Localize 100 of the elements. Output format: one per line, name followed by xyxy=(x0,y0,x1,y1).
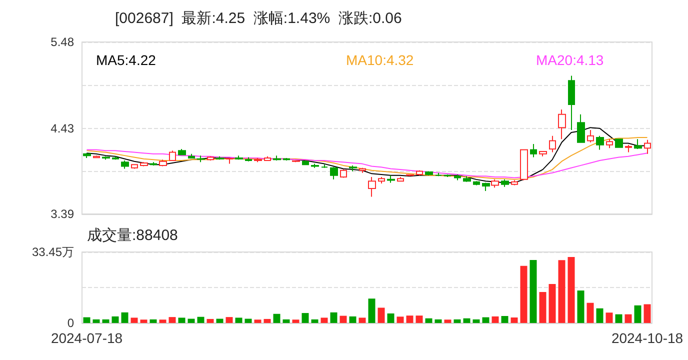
bar xyxy=(254,320,262,323)
candlestick xyxy=(625,144,632,153)
bar xyxy=(282,319,290,323)
candlestick xyxy=(340,169,347,178)
bar xyxy=(454,319,461,323)
candlestick xyxy=(102,156,110,160)
candlestick xyxy=(188,153,195,159)
candlestick xyxy=(530,144,537,158)
bar xyxy=(83,317,90,323)
candlestick xyxy=(435,172,442,177)
bar xyxy=(596,308,604,323)
bar xyxy=(140,320,148,323)
candlestick xyxy=(406,174,414,177)
y-tick-label: 5.48 xyxy=(50,35,74,49)
line-series xyxy=(86,136,648,180)
candlestick xyxy=(302,160,309,166)
bar xyxy=(121,312,128,323)
candlestick xyxy=(491,178,499,188)
bar xyxy=(539,292,546,323)
candlestick xyxy=(235,155,243,160)
bar xyxy=(577,290,584,323)
text: MA10:4.32 xyxy=(346,52,414,68)
bar xyxy=(634,305,642,323)
bar xyxy=(112,316,119,323)
bar xyxy=(340,316,347,323)
bar xyxy=(244,318,252,323)
bar xyxy=(644,304,651,323)
candlestick xyxy=(207,156,214,162)
bar xyxy=(264,318,271,323)
bar xyxy=(492,316,499,323)
candlestick xyxy=(321,164,328,168)
chart-title: [002687] 最新:4.25 涨幅:1.43% 涨跌:0.06 xyxy=(115,10,402,27)
line-series xyxy=(86,149,648,178)
bar xyxy=(235,318,242,323)
bar xyxy=(206,318,214,323)
bar xyxy=(311,319,318,323)
candlestick xyxy=(245,156,252,162)
candlestick xyxy=(501,178,509,188)
candlestick xyxy=(121,160,129,170)
bar xyxy=(520,266,528,323)
bar xyxy=(302,313,309,323)
bar xyxy=(178,318,186,323)
x-tick-label: 2024-10-18 xyxy=(611,330,684,346)
y-tick-label: 4.43 xyxy=(50,121,74,136)
bar xyxy=(387,313,394,323)
y-tick-label: 3.39 xyxy=(50,207,74,221)
bar xyxy=(216,318,224,323)
bar xyxy=(482,317,490,323)
bar xyxy=(349,316,356,323)
candlestick xyxy=(463,176,471,182)
candlestick xyxy=(482,182,490,192)
bar xyxy=(425,318,432,323)
bar xyxy=(624,314,632,323)
bar xyxy=(472,319,480,323)
candlestick xyxy=(397,176,404,182)
candlestick xyxy=(558,108,566,140)
candlestick xyxy=(587,130,594,143)
candlestick xyxy=(178,148,186,156)
candlestick xyxy=(368,176,376,198)
candlestick xyxy=(93,155,100,159)
bar xyxy=(530,260,537,323)
candlestick xyxy=(359,167,366,174)
candlestick xyxy=(311,163,319,168)
candlestick xyxy=(425,170,433,176)
bar xyxy=(320,318,328,323)
candlestick xyxy=(454,174,461,181)
candlestick xyxy=(596,135,604,150)
candlestick xyxy=(83,152,91,159)
candlestick xyxy=(131,164,138,170)
bar xyxy=(606,312,613,323)
candlestick xyxy=(378,176,385,184)
candlestick xyxy=(197,155,205,163)
bar xyxy=(358,318,366,323)
candlestick xyxy=(549,135,556,153)
y-tick-label: 0 xyxy=(67,316,74,330)
text: MA5:4.22 xyxy=(96,52,156,68)
candlestick xyxy=(577,114,585,143)
candlestick xyxy=(606,138,613,149)
bar xyxy=(510,317,518,323)
bar xyxy=(586,302,594,323)
bar xyxy=(568,256,575,323)
bar xyxy=(406,316,414,323)
candlestick xyxy=(273,155,281,162)
bar xyxy=(463,318,470,323)
x-tick-label: 2024-07-18 xyxy=(50,330,123,346)
candlestick xyxy=(112,156,119,160)
candlestick xyxy=(511,180,518,186)
text: MA20:4.13 xyxy=(536,52,604,68)
bar xyxy=(168,317,176,323)
candlestick xyxy=(283,158,290,162)
bar xyxy=(444,320,452,323)
bar xyxy=(416,316,423,323)
bar xyxy=(558,260,566,323)
candlestick xyxy=(387,174,395,184)
bar xyxy=(273,314,280,323)
candlestick xyxy=(568,75,575,131)
bar xyxy=(434,319,442,323)
chart-title: 成交量:88408 xyxy=(87,227,178,244)
bar xyxy=(92,319,100,323)
bar xyxy=(378,308,385,323)
